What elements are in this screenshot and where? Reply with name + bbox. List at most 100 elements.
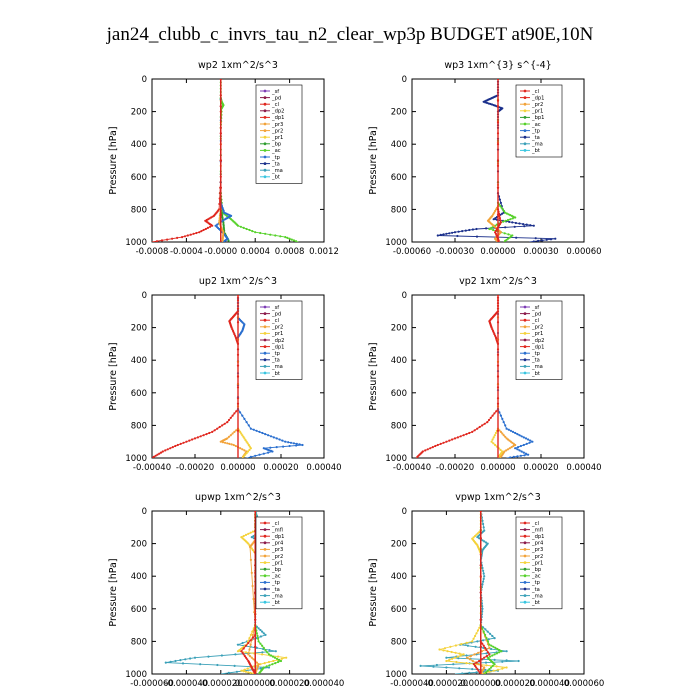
legend-label: _cl — [271, 102, 279, 108]
series-marker-tp — [512, 455, 515, 458]
series-marker-dp1 — [486, 421, 489, 424]
series-marker-tp — [524, 437, 528, 440]
series-marker-pr2 — [233, 430, 236, 433]
y-tick-label: 400 — [131, 572, 147, 582]
series-marker-cl — [236, 321, 240, 324]
series-marker-dp1 — [240, 650, 243, 653]
series-marker-ac — [490, 226, 493, 229]
series-marker-ta — [522, 223, 525, 226]
legend-marker — [523, 122, 527, 126]
series-marker-ma — [478, 537, 481, 540]
series-marker-tp — [298, 443, 301, 446]
series-marker-ac — [274, 234, 277, 237]
series-marker-ma — [491, 634, 494, 638]
series-marker-dp1 — [206, 226, 209, 229]
series-marker-dp1 — [166, 238, 169, 241]
legend-marker — [263, 345, 267, 348]
series-marker-dp1 — [209, 225, 212, 228]
legend-label: _cl — [531, 521, 539, 527]
legend-label: _dp1 — [531, 344, 544, 350]
series-marker-ac — [482, 630, 485, 633]
series-marker-dp1 — [494, 232, 497, 235]
legend-label: _ma — [531, 364, 543, 370]
series-marker-ta — [468, 228, 471, 232]
series-marker-pr1 — [448, 658, 451, 662]
legend-label: _pr1 — [531, 560, 543, 566]
series-marker-ac — [494, 646, 497, 650]
series-marker-tp — [522, 443, 525, 447]
series-marker-pr2 — [504, 435, 507, 438]
y-tick-label: 200 — [131, 324, 147, 334]
series-marker-pr2 — [235, 429, 238, 432]
series-marker-ma — [169, 660, 172, 663]
y-tick-label: 0 — [402, 291, 407, 301]
series-marker-ac — [512, 215, 515, 218]
series-marker-ta — [445, 232, 448, 235]
series-marker-pr1 — [446, 650, 449, 653]
series-marker-pr2 — [501, 432, 504, 435]
legend-marker — [523, 116, 527, 119]
series-marker-tp — [258, 453, 261, 456]
series-marker-ta — [529, 224, 532, 227]
series-marker-dp1 — [436, 443, 439, 447]
series-marker-dp1 — [456, 436, 459, 439]
series-marker-pr1 — [250, 547, 253, 550]
y-tick-label: 800 — [391, 637, 407, 647]
series-marker-ma — [452, 663, 455, 666]
series-marker-ma — [483, 540, 486, 543]
legend-marker — [523, 365, 527, 368]
series-marker-ma — [493, 658, 496, 662]
series-marker-ma — [481, 566, 484, 570]
legend-label: _bt — [271, 600, 280, 606]
series-marker-ta — [494, 217, 497, 220]
series-marker-ac — [288, 237, 291, 240]
series-marker-ma — [482, 646, 485, 650]
legend-marker — [263, 561, 267, 564]
series-marker-ma — [435, 663, 438, 667]
series-marker-ta — [518, 222, 521, 225]
series-marker-pr1 — [244, 651, 248, 654]
legend-marker — [263, 351, 267, 355]
series-marker-ta — [485, 227, 488, 230]
series-marker-pr3 — [221, 239, 224, 242]
panel-title: up2 1xm^2/s^3 — [199, 276, 277, 287]
series-marker-cl — [496, 186, 500, 189]
y-tick-label: 1000 — [385, 670, 407, 680]
series-marker-ta — [504, 226, 507, 229]
legend-label: _pd — [271, 95, 281, 101]
series-marker-ma — [482, 572, 485, 575]
series-marker-tp — [284, 440, 287, 443]
y-tick-label: 600 — [131, 389, 147, 399]
series-marker-ta — [499, 201, 502, 204]
series-marker-pr1 — [454, 651, 457, 654]
series-marker-dp1 — [171, 237, 174, 240]
x-tick-label: -0.00020 — [436, 463, 474, 473]
series-marker-dp1 — [185, 440, 188, 443]
series-marker-cl — [254, 645, 257, 648]
series-marker-pr1 — [272, 659, 275, 663]
legend-label: _pr1 — [271, 560, 283, 566]
series-marker-pr1 — [244, 453, 247, 456]
series-marker-pr1 — [495, 665, 498, 668]
series-marker-pr1 — [251, 549, 254, 552]
series-marker-pr3 — [248, 545, 252, 549]
series-marker-cl — [479, 511, 482, 513]
series-marker-ac — [269, 654, 273, 657]
series-marker-dp1 — [242, 647, 245, 650]
series-marker-cl — [496, 79, 500, 81]
series-marker-dp1 — [193, 437, 197, 440]
series-marker-tp — [269, 446, 272, 449]
series-marker-ta — [485, 101, 489, 104]
series-marker-ma — [481, 539, 484, 542]
series-marker-dp1 — [204, 227, 207, 231]
series-marker-pr2 — [514, 443, 517, 447]
series-marker-pr1 — [267, 660, 271, 664]
series-marker-ma — [490, 647, 493, 651]
panel-title: wp2 1xm^2/s^3 — [198, 60, 278, 71]
series-marker-ma — [445, 656, 448, 659]
series-marker-pr1 — [246, 450, 250, 453]
series-marker-dp1 — [208, 431, 211, 435]
series-marker-pr1 — [476, 629, 479, 632]
series-marker-ac — [484, 633, 487, 637]
series-marker-cl — [479, 618, 482, 621]
